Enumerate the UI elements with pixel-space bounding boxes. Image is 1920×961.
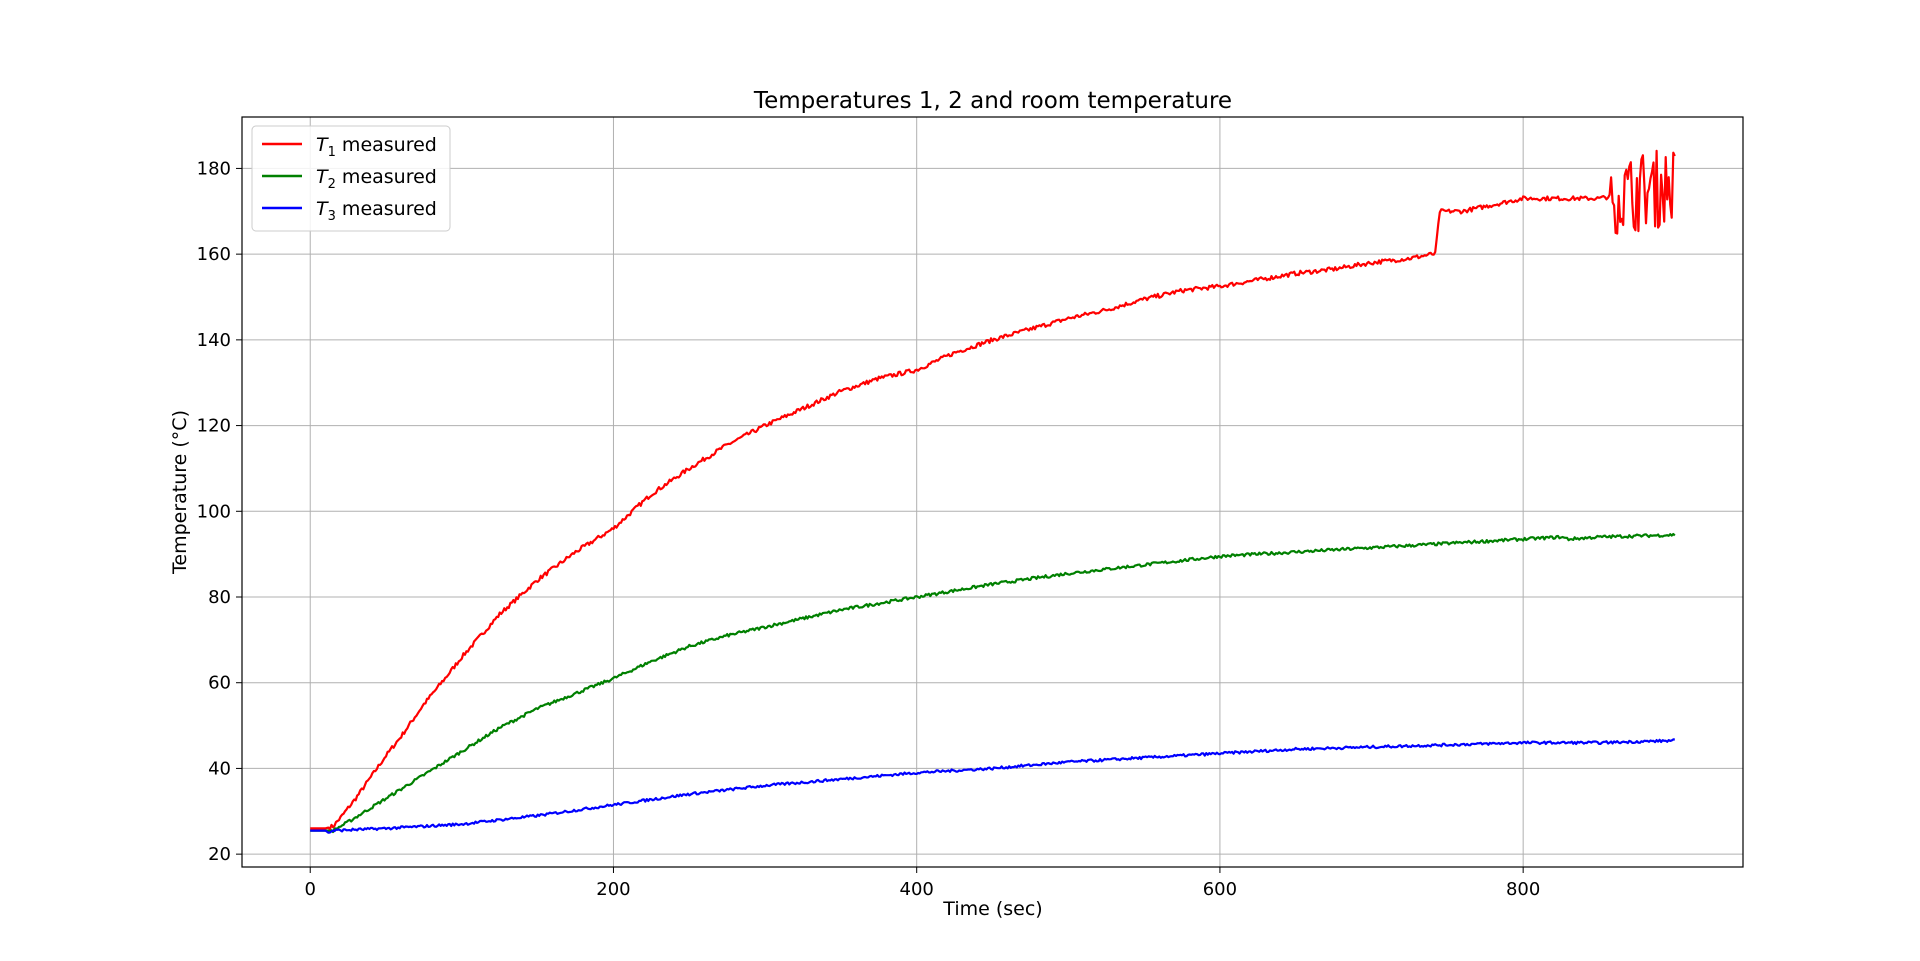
- y-tick-label: 60: [208, 673, 231, 694]
- legend-subscript: 2: [328, 177, 336, 192]
- y-tick-label: 160: [197, 244, 231, 265]
- legend-rest: measured: [336, 134, 437, 156]
- x-tick-label: 0: [305, 879, 316, 900]
- plot-frame: [241, 116, 1744, 868]
- series-lines: [310, 149, 1676, 834]
- legend-symbol: T: [316, 166, 329, 188]
- legend-rest: measured: [336, 198, 437, 220]
- legend-symbol: T: [316, 134, 329, 156]
- series-line-t1: [310, 149, 1676, 831]
- y-tick-label: 40: [208, 758, 231, 779]
- x-tick-label: 800: [1506, 879, 1540, 900]
- y-tick-label: 100: [197, 501, 231, 522]
- legend-label-t2: T2 measured: [316, 166, 437, 192]
- legend-box: [251, 125, 451, 232]
- legend-subscript: 3: [328, 209, 336, 224]
- y-axis-label: Temperature (°C): [169, 410, 191, 575]
- y-tick-label: 120: [197, 416, 231, 437]
- legend-label-t1: T1 measured: [316, 134, 437, 160]
- legend-rest: measured: [336, 166, 437, 188]
- y-tick-label: 180: [197, 158, 231, 179]
- legend-subscript: 1: [328, 145, 336, 160]
- chart-title: Temperatures 1, 2 and room temperature: [753, 88, 1232, 114]
- series-line-t3: [310, 738, 1675, 834]
- x-tick-label: 200: [596, 879, 630, 900]
- y-tick-label: 20: [208, 844, 231, 865]
- y-tick-label: 80: [208, 587, 231, 608]
- legend-symbol: T: [316, 198, 329, 220]
- x-axis-label: Time (sec): [942, 898, 1042, 920]
- grid-lines: [242, 117, 1743, 867]
- x-tick-label: 400: [900, 879, 934, 900]
- series-line-t2: [310, 532, 1676, 834]
- x-tick-label: 600: [1203, 879, 1237, 900]
- legend-label-t3: T3 measured: [316, 198, 437, 224]
- axis-ticks: 0 200 400 600 800 20 40 60 80 100 120 140 160 180: [197, 158, 1541, 900]
- y-tick-label: 140: [197, 330, 231, 351]
